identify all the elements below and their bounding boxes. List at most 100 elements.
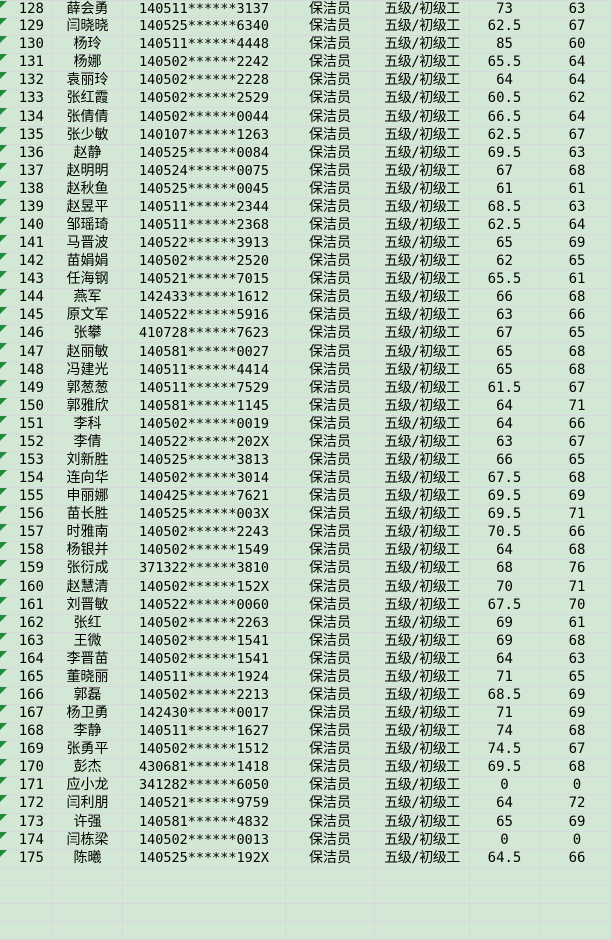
cell-score1[interactable]: 60.5 xyxy=(470,90,540,109)
cell-score2[interactable]: 63 xyxy=(540,651,611,669)
cell-row-number[interactable]: 138 xyxy=(0,180,53,199)
cell-name[interactable]: 杨卫勇 xyxy=(53,705,123,724)
cell-name[interactable]: 张少敏 xyxy=(53,126,123,145)
cell-id-number[interactable]: 140502******2213 xyxy=(123,686,286,706)
empty-cell[interactable] xyxy=(540,886,611,904)
cell-grade[interactable]: 五级/初级工 xyxy=(375,795,470,814)
empty-cell[interactable] xyxy=(540,904,611,922)
cell-grade[interactable]: 五级/初级工 xyxy=(375,686,470,706)
cell-name[interactable]: 张倩倩 xyxy=(53,108,123,127)
cell-score1[interactable]: 66 xyxy=(470,289,540,308)
empty-cell[interactable] xyxy=(470,903,540,922)
cell-row-number[interactable]: 166 xyxy=(0,686,53,706)
cell-job-title[interactable]: 保洁员 xyxy=(286,235,375,254)
cell-id-number[interactable]: 371322******3810 xyxy=(123,560,286,579)
cell-score1[interactable]: 68.5 xyxy=(470,686,540,706)
cell-score1[interactable]: 68.5 xyxy=(470,198,540,217)
cell-grade[interactable]: 五级/初级工 xyxy=(375,849,470,868)
cell-grade[interactable]: 五级/初级工 xyxy=(375,271,470,290)
empty-cell[interactable] xyxy=(0,885,53,904)
cell-id-number[interactable]: 140511******7529 xyxy=(123,379,286,398)
cell-row-number[interactable]: 150 xyxy=(0,397,53,416)
empty-cell[interactable] xyxy=(375,921,470,940)
cell-score2[interactable]: 64 xyxy=(540,108,611,127)
cell-grade[interactable]: 五级/初级工 xyxy=(375,307,470,326)
cell-id-number[interactable]: 140502******2243 xyxy=(123,524,286,543)
cell-row-number[interactable]: 165 xyxy=(0,668,53,687)
cell-job-title[interactable]: 保洁员 xyxy=(286,777,375,796)
cell-row-number[interactable]: 155 xyxy=(0,488,53,507)
cell-name[interactable]: 任海钢 xyxy=(53,271,123,290)
cell-score2[interactable]: 67 xyxy=(540,434,611,452)
cell-name[interactable]: 赵明明 xyxy=(53,162,123,181)
cell-score2[interactable]: 67 xyxy=(540,18,611,37)
cell-row-number[interactable]: 169 xyxy=(0,741,53,760)
cell-score2[interactable]: 66 xyxy=(540,524,611,543)
cell-grade[interactable]: 五级/初级工 xyxy=(375,235,470,254)
empty-cell[interactable] xyxy=(123,921,286,940)
cell-score1[interactable]: 68 xyxy=(470,560,540,579)
cell-id-number[interactable]: 140525******3813 xyxy=(123,451,286,471)
cell-row-number[interactable]: 129 xyxy=(0,18,53,37)
cell-id-number[interactable]: 140511******1627 xyxy=(123,723,286,742)
cell-name[interactable]: 许强 xyxy=(53,813,123,832)
cell-job-title[interactable]: 保洁员 xyxy=(286,216,375,236)
cell-name[interactable]: 杨银并 xyxy=(53,542,123,561)
cell-row-number[interactable]: 142 xyxy=(0,253,53,272)
cell-name[interactable]: 苗娟娟 xyxy=(53,253,123,272)
cell-row-number[interactable]: 135 xyxy=(0,126,53,145)
cell-id-number[interactable]: 140502******1549 xyxy=(123,542,286,561)
cell-score1[interactable]: 62.5 xyxy=(470,216,540,236)
cell-score1[interactable]: 66.5 xyxy=(470,108,540,127)
empty-cell[interactable] xyxy=(53,885,123,904)
cell-grade[interactable]: 五级/初级工 xyxy=(375,90,470,109)
cell-job-title[interactable]: 保洁员 xyxy=(286,36,375,55)
cell-id-number[interactable]: 140522******3913 xyxy=(123,235,286,254)
cell-score1[interactable]: 74.5 xyxy=(470,741,540,760)
cell-id-number[interactable]: 140502******2529 xyxy=(123,90,286,109)
cell-score2[interactable]: 65 xyxy=(540,452,611,471)
cell-job-title[interactable]: 保洁员 xyxy=(286,144,375,163)
cell-score1[interactable]: 61.5 xyxy=(470,379,540,398)
cell-score1[interactable]: 67.5 xyxy=(470,470,540,489)
empty-cell[interactable] xyxy=(375,885,470,904)
cell-row-number[interactable]: 148 xyxy=(0,361,53,380)
cell-id-number[interactable]: 140502******2520 xyxy=(123,253,286,272)
cell-name[interactable]: 王微 xyxy=(53,632,123,651)
cell-score1[interactable]: 65 xyxy=(470,343,540,362)
empty-cell[interactable] xyxy=(375,867,470,886)
cell-name[interactable]: 薛会勇 xyxy=(53,0,123,19)
cell-row-number[interactable]: 158 xyxy=(0,542,53,561)
cell-score1[interactable]: 69 xyxy=(470,614,540,633)
cell-id-number[interactable]: 140502******152X xyxy=(123,578,286,597)
cell-job-title[interactable]: 保洁员 xyxy=(286,542,375,561)
cell-grade[interactable]: 五级/初级工 xyxy=(375,470,470,489)
cell-score1[interactable]: 70.5 xyxy=(470,524,540,543)
cell-grade[interactable]: 五级/初级工 xyxy=(375,216,470,236)
cell-job-title[interactable]: 保洁员 xyxy=(286,795,375,814)
cell-id-number[interactable]: 140502******2242 xyxy=(123,54,286,73)
cell-name[interactable]: 袁丽玲 xyxy=(53,72,123,91)
cell-name[interactable]: 刘新胜 xyxy=(53,451,123,471)
cell-grade[interactable]: 五级/初级工 xyxy=(375,361,470,380)
cell-score1[interactable]: 64 xyxy=(470,397,540,416)
cell-job-title[interactable]: 保洁员 xyxy=(286,180,375,199)
cell-score2[interactable]: 66 xyxy=(540,307,611,326)
cell-grade[interactable]: 五级/初级工 xyxy=(375,705,470,724)
cell-id-number[interactable]: 140511******4448 xyxy=(123,36,286,55)
cell-id-number[interactable]: 140524******0075 xyxy=(123,162,286,181)
cell-id-number[interactable]: 140521******9759 xyxy=(123,795,286,814)
cell-score2[interactable]: 63 xyxy=(540,0,611,19)
cell-score1[interactable]: 0 xyxy=(470,831,540,850)
empty-cell[interactable] xyxy=(470,885,540,904)
cell-grade[interactable]: 五级/初级工 xyxy=(375,433,470,452)
cell-job-title[interactable]: 保洁员 xyxy=(286,379,375,398)
cell-score2[interactable]: 0 xyxy=(540,777,611,796)
cell-score2[interactable]: 65 xyxy=(540,325,611,344)
cell-grade[interactable]: 五级/初级工 xyxy=(375,831,470,850)
cell-grade[interactable]: 五级/初级工 xyxy=(375,54,470,73)
cell-id-number[interactable]: 140525******003X xyxy=(123,506,286,525)
cell-id-number[interactable]: 140502******3014 xyxy=(123,470,286,489)
cell-grade[interactable]: 五级/初级工 xyxy=(375,397,470,416)
cell-score1[interactable]: 69.5 xyxy=(470,144,540,163)
